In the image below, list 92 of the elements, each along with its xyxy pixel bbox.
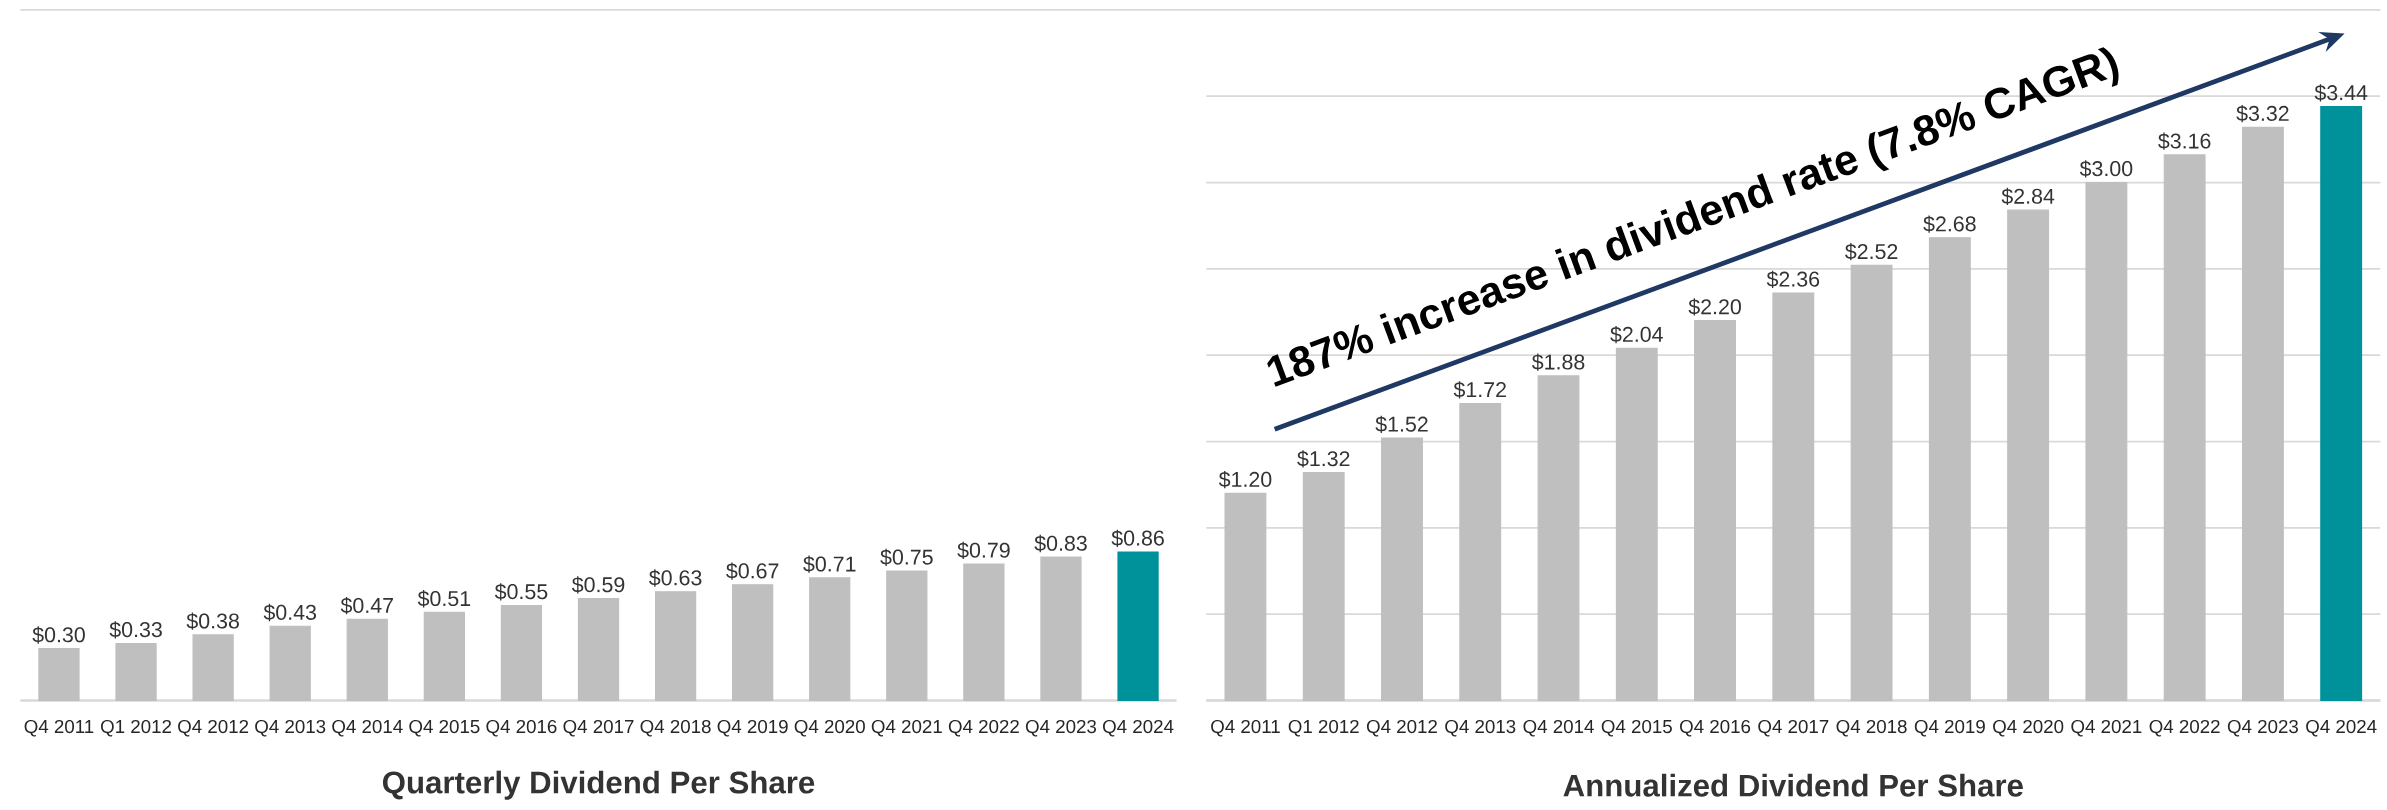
- bar: [115, 643, 157, 702]
- data-label: $0.63: [649, 569, 702, 587]
- bar: [1537, 375, 1580, 702]
- bar: [809, 577, 851, 702]
- data-label: $1.88: [1531, 353, 1585, 372]
- x-tick-label: Q4 2024: [1103, 720, 1174, 737]
- data-label: $1.32: [1297, 450, 1350, 468]
- x-tick-label: Q4 2022: [2149, 720, 2220, 737]
- x-tick-label: Q4 2015: [1601, 720, 1672, 737]
- bar: [1381, 437, 1423, 702]
- bar: [1459, 403, 1502, 702]
- bar: [2241, 126, 2284, 702]
- bar: [346, 618, 388, 702]
- x-tick-label: Q4 2017: [563, 720, 634, 737]
- data-label: $3.44: [2314, 84, 2368, 102]
- x-tick-label: Q4 2013: [255, 720, 326, 737]
- x-tick-label: Q4 2023: [1025, 720, 1097, 737]
- x-tick-label: Q4 2013: [1445, 720, 1516, 737]
- bar: [886, 570, 928, 702]
- bar: [423, 612, 465, 702]
- data-label: $2.36: [1766, 270, 1820, 289]
- x-tick-label: Q4 2018: [640, 720, 711, 737]
- data-label: $0.86: [1111, 529, 1164, 548]
- data-label: $0.33: [109, 621, 162, 639]
- data-label: $3.00: [2079, 160, 2133, 178]
- bar: [2085, 182, 2128, 702]
- bar: [1772, 292, 1815, 702]
- data-label: $1.72: [1453, 381, 1506, 399]
- x-tick-label: Q4 2021: [871, 720, 942, 737]
- bar: [1224, 492, 1267, 702]
- data-label: $3.16: [2158, 132, 2211, 151]
- bar: [1694, 320, 1736, 702]
- x-tick-label: Q4 2022: [948, 720, 1019, 737]
- x-tick-label: Q4 2020: [1993, 720, 2064, 737]
- bar: [963, 563, 1005, 702]
- bar: [1615, 347, 1658, 702]
- data-label: $0.51: [417, 590, 471, 608]
- data-label: $0.43: [263, 604, 317, 622]
- x-tick-label: Q4 2014: [1523, 720, 1594, 737]
- data-label: $2.84: [2001, 187, 2055, 206]
- data-label: $0.59: [571, 576, 625, 594]
- data-label: $0.79: [957, 541, 1010, 560]
- bar: [192, 634, 234, 702]
- data-label: $3.32: [2236, 105, 2289, 123]
- data-label: $0.30: [32, 626, 85, 644]
- x-tick-label: Q4 2015: [409, 720, 480, 737]
- data-label: $0.47: [340, 597, 393, 615]
- data-label: $0.67: [726, 562, 779, 580]
- bar: [2163, 154, 2206, 702]
- x-tick-label: Q4 2020: [794, 720, 865, 737]
- data-label: $0.83: [1034, 534, 1087, 553]
- bar: [654, 591, 697, 702]
- bar: [1928, 237, 1971, 702]
- x-tick-label: Q1 2012: [1288, 720, 1359, 737]
- x-tick-label: Q4 2016: [486, 720, 557, 737]
- x-axis-title: Annualized Dividend Per Share: [1563, 773, 2023, 797]
- x-tick-label: Q4 2017: [1758, 720, 1829, 737]
- x-tick-label: Q4 2023: [2227, 720, 2298, 737]
- data-label: $2.52: [1845, 243, 1898, 261]
- data-label: $1.52: [1375, 415, 1428, 434]
- x-tick-label: Q4 2011: [24, 720, 94, 737]
- x-tick-label: Q4 2024: [2306, 720, 2377, 737]
- bar: [1850, 264, 1893, 702]
- x-axis-title: Quarterly Dividend Per Share: [382, 770, 815, 800]
- x-tick-label: Q4 2016: [1680, 720, 1751, 737]
- data-label: $2.68: [1923, 215, 1976, 233]
- bar: [1040, 556, 1082, 702]
- x-tick-label: Q4 2012: [1366, 720, 1437, 737]
- bar: [732, 584, 774, 702]
- bar: [2007, 209, 2050, 702]
- bar: [38, 648, 80, 702]
- bar: [269, 625, 311, 702]
- data-label: $0.55: [494, 583, 548, 601]
- x-tick-label: Q1 2012: [101, 720, 171, 737]
- bar: [500, 605, 543, 702]
- x-tick-label: Q4 2012: [178, 720, 249, 737]
- bar: [577, 598, 620, 702]
- x-tick-label: Q4 2018: [1836, 720, 1907, 737]
- bar: [1117, 551, 1159, 702]
- data-label: $0.75: [880, 548, 933, 567]
- data-label: $0.71: [803, 555, 856, 574]
- x-tick-label: Q4 2011: [1211, 720, 1280, 737]
- x-tick-label: Q4 2021: [2071, 720, 2142, 737]
- x-tick-label: Q4 2019: [1914, 720, 1985, 737]
- x-tick-label: Q4 2019: [717, 720, 788, 737]
- data-label: $2.20: [1688, 298, 1741, 316]
- data-label: $1.20: [1218, 471, 1272, 489]
- data-label: $0.38: [186, 612, 239, 631]
- x-tick-label: Q4 2014: [332, 720, 403, 737]
- bar: [2320, 106, 2363, 702]
- bar: [1302, 472, 1345, 702]
- data-label: $2.04: [1610, 326, 1663, 344]
